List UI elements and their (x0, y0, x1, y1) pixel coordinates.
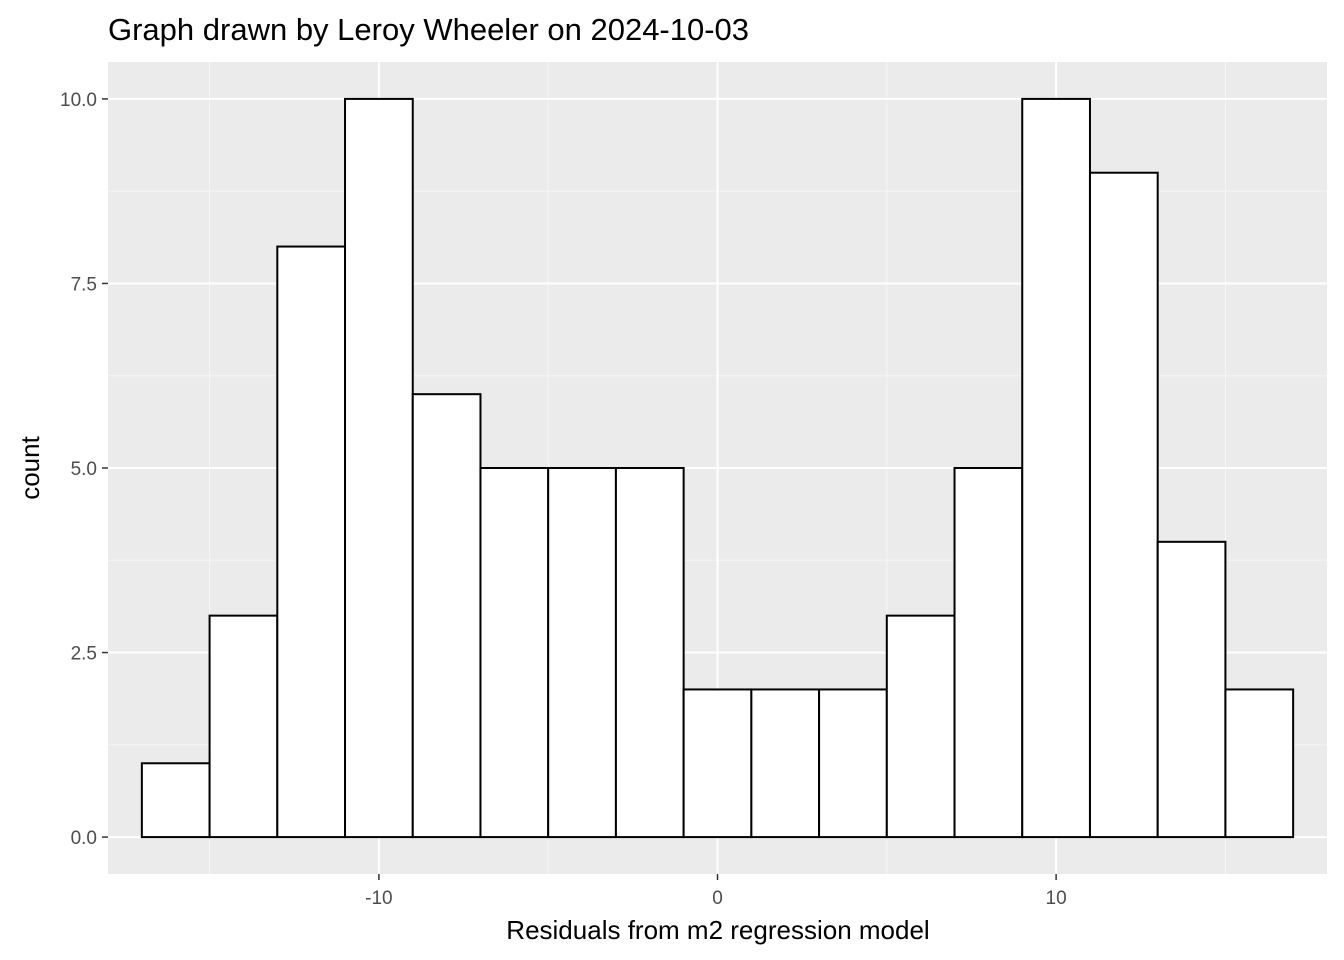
y-axis-title: count (15, 435, 45, 499)
histogram-bar (547, 467, 617, 839)
histogram-bar (1021, 97, 1091, 839)
histogram-bar (1088, 171, 1159, 839)
y-axis-ticks: 0.0 2.5 5.0 7.5 10.0 (60, 90, 108, 849)
histogram-bar (614, 467, 685, 839)
histogram-bar (479, 467, 550, 839)
histogram-bars (140, 97, 1295, 839)
x-tick-label: 0 (712, 888, 723, 909)
y-tick-label: 2.5 (71, 644, 97, 665)
y-tick-label: 5.0 (71, 459, 97, 480)
histogram-bar (411, 393, 482, 839)
histogram-bar (1156, 540, 1227, 839)
histogram-bar (953, 467, 1024, 839)
histogram-bar (750, 688, 821, 839)
histogram-bar (140, 762, 211, 839)
x-axis-title: Residuals from m2 regression model (506, 915, 929, 945)
histogram-bar (208, 614, 279, 839)
histogram-bar (344, 97, 414, 839)
histogram-bar (818, 688, 888, 839)
y-tick-label: 7.5 (71, 274, 97, 295)
x-axis-ticks: -10 0 10 (365, 874, 1067, 909)
x-tick-label: -10 (365, 888, 392, 909)
histogram-bar (682, 688, 753, 839)
y-tick-label: 10.0 (60, 90, 97, 111)
histogram-bar (1224, 688, 1295, 839)
histogram-bar (276, 245, 347, 839)
x-tick-label: 10 (1046, 888, 1067, 909)
histogram-bar (885, 614, 956, 839)
chart-title: Graph drawn by Leroy Wheeler on 2024-10-… (108, 12, 749, 47)
y-tick-label: 0.0 (71, 828, 97, 849)
